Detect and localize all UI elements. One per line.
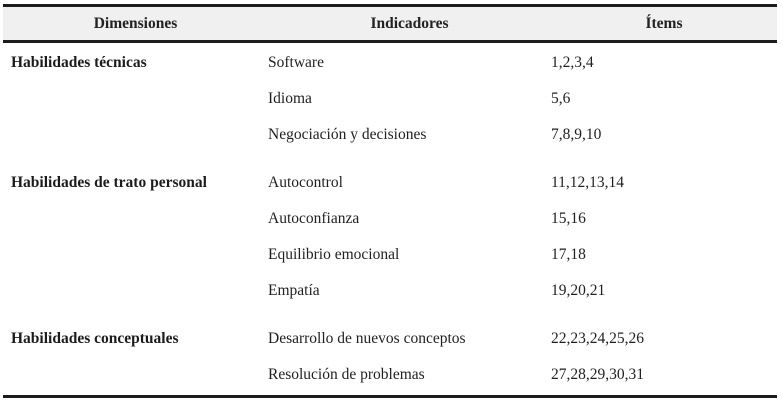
column-header-dimensiones: Dimensiones <box>93 14 178 32</box>
dimension-cell: Habilidades conceptuales <box>11 330 179 347</box>
table-section: Habilidades de trato personal Autocontrol… <box>3 165 777 309</box>
items-cell: 11,12,13,14 <box>551 174 625 191</box>
indicator-cell: Equilibrio emocional <box>268 246 400 263</box>
items-cell: 5,6 <box>551 90 571 107</box>
items-cell: 1,2,3,4 <box>551 54 594 71</box>
items-cell: 22,23,24,25,26 <box>551 330 644 347</box>
items-cell: 7,8,9,10 <box>551 126 602 143</box>
column-header-indicadores: Indicadores <box>370 14 449 32</box>
items-cell: 27,28,29,30,31 <box>551 366 644 383</box>
top-rule <box>3 4 777 7</box>
indicator-cell: Negociación y decisiones <box>268 126 427 143</box>
operationalization-table: Dimensiones Indicadores Ítems Habilidade… <box>3 4 777 398</box>
indicator-cell: Empatía <box>268 282 320 299</box>
items-cell: 15,16 <box>551 210 586 227</box>
indicator-cell: Resolución de problemas <box>268 366 425 383</box>
bottom-rule <box>3 395 777 398</box>
indicator-cell: Software <box>268 54 324 71</box>
table-header-row: Dimensiones Indicadores Ítems <box>3 7 777 43</box>
indicator-cell: Autoconfianza <box>268 210 360 227</box>
indicator-cell: Desarrollo de nuevos conceptos <box>268 330 466 347</box>
indicator-cell: Idioma <box>268 90 312 107</box>
dimension-cell: Habilidades técnicas <box>11 54 147 71</box>
table-section: Habilidades técnicas Software 1,2,3,4 Idiom… <box>3 45 777 153</box>
items-cell: 19,20,21 <box>551 282 606 299</box>
indicator-cell: Autocontrol <box>268 174 343 191</box>
items-cell: 17,18 <box>551 246 586 263</box>
column-header-items: Ítems <box>645 14 683 32</box>
dimension-cell: Habilidades de trato personal <box>11 174 207 191</box>
table-section: Habilidades conceptuales Desarrollo de nu… <box>3 321 777 393</box>
table-body: Habilidades técnicas Software 1,2,3,4 Idiom… <box>3 43 777 393</box>
